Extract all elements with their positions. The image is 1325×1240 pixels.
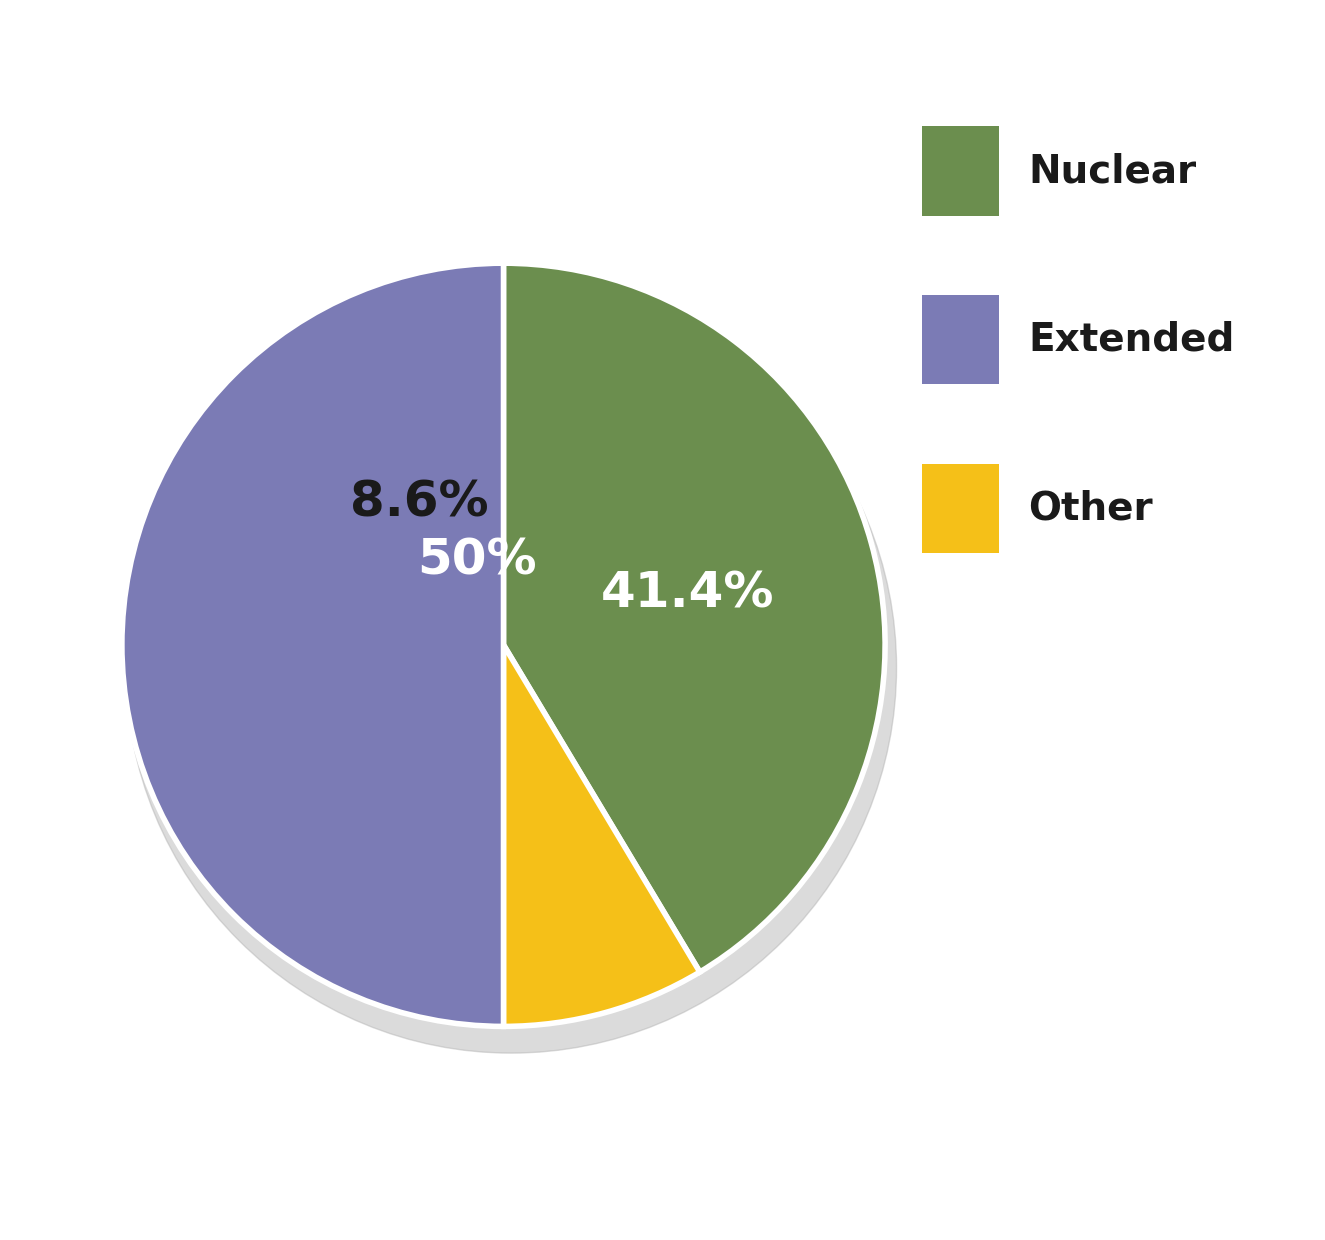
FancyBboxPatch shape <box>922 126 999 216</box>
Text: Nuclear: Nuclear <box>1028 153 1196 190</box>
Text: Extended: Extended <box>1028 321 1235 358</box>
Text: 50%: 50% <box>417 537 537 585</box>
Wedge shape <box>122 263 504 1027</box>
Wedge shape <box>504 263 885 972</box>
FancyBboxPatch shape <box>922 464 999 553</box>
Text: Other: Other <box>1028 490 1153 527</box>
FancyBboxPatch shape <box>922 295 999 384</box>
Text: 41.4%: 41.4% <box>600 570 774 618</box>
Text: 8.6%: 8.6% <box>351 479 489 527</box>
Wedge shape <box>504 645 700 1027</box>
Circle shape <box>126 283 897 1053</box>
